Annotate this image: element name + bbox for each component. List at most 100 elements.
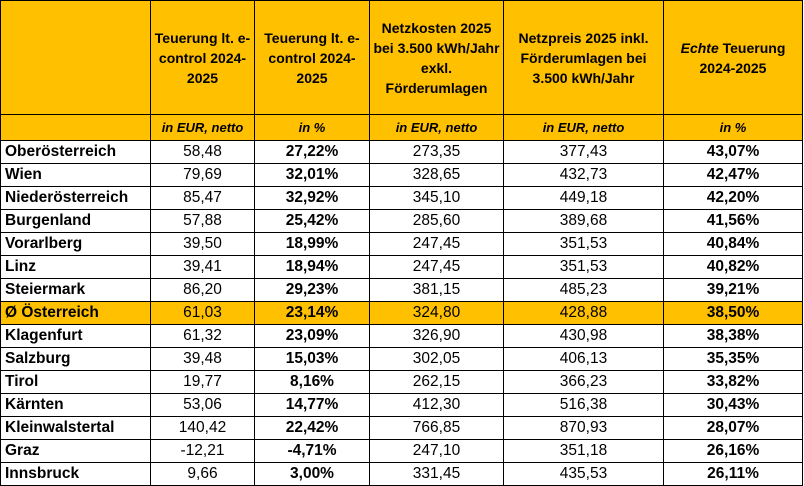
row-real-increase: 42,47% [663,163,803,187]
row-eur-change: 85,47 [150,186,255,210]
row-net-costs: 285,60 [369,209,504,233]
row-pct-change: -4,71% [254,439,370,463]
header-real-prefix: Echte [680,39,719,56]
row-real-increase: 38,50% [663,301,803,325]
row-net-price: 516,38 [503,393,664,417]
row-eur-change: 39,50 [150,232,255,256]
table-row: Linz 39,41 18,94% 247,45 351,53 40,82% [0,255,803,279]
row-net-costs: 324,80 [369,301,504,325]
row-eur-change: 9,66 [150,462,255,486]
table-row: Graz -12,21 -4,71% 247,10 351,18 26,16% [0,439,803,463]
row-pct-change: 23,09% [254,324,370,348]
table-body: Oberösterreich 58,48 27,22% 273,35 377,43 43,… [0,140,803,486]
table-row: Burgenland 57,88 25,42% 285,60 389,68 41,56% [0,209,803,233]
row-region: Kleinwalstertal [0,416,151,440]
table-row: Innsbruck 9,66 3,00% 331,45 435,53 26,11% [0,462,803,486]
row-eur-change: 39,41 [150,255,255,279]
row-real-increase: 43,07% [663,140,803,164]
table-row: Tirol 19,77 8,16% 262,15 366,23 33,82% [0,370,803,394]
row-eur-change: 61,03 [150,301,255,325]
row-net-price: 449,18 [503,186,664,210]
row-real-increase: 30,43% [663,393,803,417]
row-real-increase: 33,82% [663,370,803,394]
row-net-costs: 302,05 [369,347,504,371]
row-real-increase: 41,56% [663,209,803,233]
row-region: Klagenfurt [0,324,151,348]
table-row: Klagenfurt 61,32 23,09% 326,90 430,98 38,38% [0,324,803,348]
row-net-price: 351,53 [503,232,664,256]
row-pct-change: 23,14% [254,301,370,325]
header-net-costs: Netzkosten 2025 bei 3.500 kWh/Jahr exkl.… [369,0,504,115]
row-eur-change: 86,20 [150,278,255,302]
row-net-costs: 381,15 [369,278,504,302]
row-pct-change: 18,94% [254,255,370,279]
unit-net-costs: in EUR, netto [369,114,504,141]
header-net-price: Netzpreis 2025 inkl. Förderumlagen bei 3… [503,0,664,115]
row-real-increase: 26,11% [663,462,803,486]
header-real-rest: Teuerung 2024-2025 [699,39,786,76]
row-region: Ø Österreich [0,301,151,325]
row-pct-change: 27,22% [254,140,370,164]
row-region: Wien [0,163,151,187]
row-pct-change: 29,23% [254,278,370,302]
row-net-costs: 766,85 [369,416,504,440]
unit-eur-change: in EUR, netto [150,114,255,141]
row-net-costs: 345,10 [369,186,504,210]
row-pct-change: 14,77% [254,393,370,417]
row-net-price: 366,23 [503,370,664,394]
table-row: Kärnten 53,06 14,77% 412,30 516,38 30,43% [0,393,803,417]
row-region: Kärnten [0,393,151,417]
header-pct-change: Teuerung lt. e-control 2024-2025 [254,0,370,115]
table-row: Oberösterreich 58,48 27,22% 273,35 377,43 43,… [0,140,803,164]
row-pct-change: 22,42% [254,416,370,440]
row-eur-change: 58,48 [150,140,255,164]
row-real-increase: 38,38% [663,324,803,348]
row-pct-change: 32,01% [254,163,370,187]
row-net-price: 389,68 [503,209,664,233]
row-net-price: 432,73 [503,163,664,187]
header-row: Teuerung lt. e-control 2024-2025 Teuerun… [0,0,803,115]
row-net-costs: 328,65 [369,163,504,187]
row-region: Steiermark [0,278,151,302]
row-pct-change: 15,03% [254,347,370,371]
row-real-increase: 35,35% [663,347,803,371]
row-real-increase: 39,21% [663,278,803,302]
unit-row: in EUR, netto in % in EUR, netto in EUR,… [0,114,803,141]
row-eur-change: -12,21 [150,439,255,463]
row-net-costs: 262,15 [369,370,504,394]
row-region: Graz [0,439,151,463]
row-net-price: 870,93 [503,416,664,440]
row-pct-change: 8,16% [254,370,370,394]
table-row: Niederösterreich 85,47 32,92% 345,10 449,18 4… [0,186,803,210]
row-net-costs: 412,30 [369,393,504,417]
row-net-costs: 331,45 [369,462,504,486]
row-real-increase: 26,16% [663,439,803,463]
table-row: Steiermark 86,20 29,23% 381,15 485,23 39,21% [0,278,803,302]
row-eur-change: 140,42 [150,416,255,440]
table-row: Salzburg 39,48 15,03% 302,05 406,13 35,35% [0,347,803,371]
row-eur-change: 79,69 [150,163,255,187]
header-eur-change: Teuerung lt. e-control 2024-2025 [150,0,255,115]
row-eur-change: 53,06 [150,393,255,417]
row-region: Tirol [0,370,151,394]
row-pct-change: 25,42% [254,209,370,233]
row-net-costs: 273,35 [369,140,504,164]
row-net-price: 430,98 [503,324,664,348]
row-region: Niederösterreich [0,186,151,210]
row-real-increase: 42,20% [663,186,803,210]
unit-pct-change: in % [254,114,370,141]
header-corner [0,0,151,115]
unit-net-price: in EUR, netto [503,114,664,141]
row-region: Burgenland [0,209,151,233]
row-eur-change: 39,48 [150,347,255,371]
row-pct-change: 32,92% [254,186,370,210]
row-net-costs: 247,10 [369,439,504,463]
row-pct-change: 3,00% [254,462,370,486]
table-row: Ø Österreich 61,03 23,14% 324,80 428,88 38,50… [0,301,803,325]
unit-real: in % [663,114,803,141]
header-real-increase: Echte Teuerung 2024-2025 [663,0,803,115]
row-net-price: 377,43 [503,140,664,164]
row-region: Linz [0,255,151,279]
row-net-costs: 247,45 [369,232,504,256]
row-region: Innsbruck [0,462,151,486]
